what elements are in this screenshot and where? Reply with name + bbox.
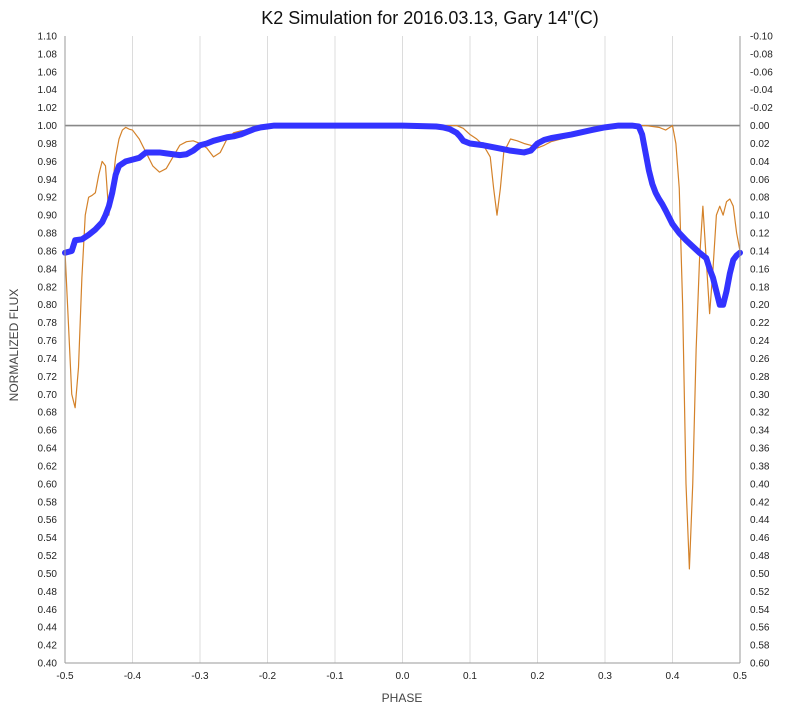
y2-tick-label: 0.50 (750, 569, 770, 580)
y2-tick-label: 0.46 (750, 533, 770, 544)
y2-tick-label: 0.00 (750, 121, 770, 132)
y2-tick-label: 0.54 (750, 605, 770, 616)
y-tick-label: 0.46 (38, 605, 58, 616)
y-tick-label: 0.72 (38, 372, 58, 383)
y2-tick-label: -0.10 (750, 32, 773, 43)
y-tick-label: 0.82 (38, 282, 58, 293)
y-tick-label: 1.00 (38, 121, 58, 132)
y-tick-label: 1.10 (38, 32, 58, 43)
y2-tick-label: 0.12 (750, 229, 770, 240)
y2-tick-label: 0.32 (750, 408, 770, 419)
y2-tick-label: -0.06 (750, 67, 773, 78)
y2-tick-label: 0.24 (750, 336, 770, 347)
y2-tick-label: 0.30 (750, 390, 770, 401)
series-layer (62, 122, 743, 570)
y-tick-label: 0.94 (38, 175, 58, 186)
y-tick-label: 0.92 (38, 193, 58, 204)
y-tick-label: 0.78 (38, 318, 58, 329)
chart-title: K2 Simulation for 2016.03.13, Gary 14"(C… (261, 8, 599, 28)
y-tick-label: 0.86 (38, 246, 58, 257)
y-tick-label: 0.64 (38, 444, 58, 455)
y2-tick-label: -0.04 (750, 85, 773, 96)
y2-tick-label: 0.18 (750, 282, 770, 293)
y2-tick-label: 0.20 (750, 300, 770, 311)
y2-tick-label: -0.02 (750, 103, 773, 114)
y2-tick-label: 0.44 (750, 515, 770, 526)
y-tick-label: 0.62 (38, 461, 58, 472)
y-tick-label: 1.04 (38, 85, 58, 96)
y-tick-label: 0.98 (38, 139, 58, 150)
x-tick-label: 0.1 (463, 671, 477, 682)
y-tick-label: 1.08 (38, 49, 58, 60)
y-tick-label: 0.48 (38, 587, 58, 598)
y-tick-label: 1.02 (38, 103, 58, 114)
y-tick-label: 0.58 (38, 497, 58, 508)
y-tick-label: 0.88 (38, 229, 58, 240)
y-tick-label: 0.54 (38, 533, 58, 544)
y-tick-label: 0.56 (38, 515, 58, 526)
tick-label-layer: -0.5 -0.4 -0.3 -0.2 -0.1 0.0 0.1 0.2 0.3 0.4 0.50.… (38, 32, 774, 683)
y-tick-label: 0.68 (38, 408, 58, 419)
x-tick-label: -0.5 (56, 671, 74, 682)
y2-tick-label: 0.08 (750, 193, 770, 204)
y-tick-label: 0.50 (38, 569, 58, 580)
y2-tick-label: 0.02 (750, 139, 770, 150)
y-axis-title: NORMALIZED FLUX (7, 289, 21, 402)
y2-tick-label: 0.48 (750, 551, 770, 562)
y-tick-label: 0.74 (38, 354, 58, 365)
x-tick-label: 0.4 (666, 671, 680, 682)
y-tick-label: 0.60 (38, 479, 58, 490)
y2-tick-label: -0.08 (750, 49, 773, 60)
y2-tick-label: 0.58 (750, 641, 770, 652)
y2-tick-label: 0.06 (750, 175, 770, 186)
x-tick-label: 0.5 (733, 671, 747, 682)
y2-tick-label: 0.56 (750, 623, 770, 634)
y-tick-label: 0.52 (38, 551, 58, 562)
y2-tick-label: 0.14 (750, 246, 770, 257)
y2-tick-label: 0.28 (750, 372, 770, 383)
y-tick-label: 0.70 (38, 390, 58, 401)
y-tick-label: 0.96 (38, 157, 58, 168)
y2-tick-label: 0.34 (750, 426, 770, 437)
y2-tick-label: 0.04 (750, 157, 770, 168)
y2-tick-label: 0.38 (750, 461, 770, 472)
x-tick-label: -0.1 (326, 671, 344, 682)
x-axis-title: PHASE (382, 691, 423, 705)
y-tick-label: 0.44 (38, 623, 58, 634)
y-tick-label: 0.76 (38, 336, 58, 347)
y2-tick-label: 0.16 (750, 264, 770, 275)
x-tick-label: -0.4 (124, 671, 142, 682)
x-tick-label: 0.3 (598, 671, 612, 682)
y-tick-label: 0.80 (38, 300, 58, 311)
y2-tick-label: 0.40 (750, 479, 770, 490)
y2-tick-label: 0.52 (750, 587, 770, 598)
y2-tick-label: 0.42 (750, 497, 770, 508)
y-tick-label: 1.06 (38, 67, 58, 78)
y-tick-label: 0.84 (38, 264, 58, 275)
y-tick-label: 0.40 (38, 659, 58, 670)
x-tick-label: 0.0 (396, 671, 410, 682)
y-tick-label: 0.42 (38, 641, 58, 652)
y-tick-label: 0.90 (38, 211, 58, 222)
model-line (62, 122, 743, 308)
y2-tick-label: 0.26 (750, 354, 770, 365)
y-tick-label: 0.66 (38, 426, 58, 437)
axis-layer (64, 36, 741, 664)
y2-tick-label: 0.22 (750, 318, 770, 329)
x-tick-label: 0.2 (531, 671, 545, 682)
y2-tick-label: 0.60 (750, 659, 770, 670)
x-tick-label: -0.2 (259, 671, 277, 682)
y2-tick-label: 0.36 (750, 444, 770, 455)
x-tick-label: -0.3 (191, 671, 209, 682)
y2-tick-label: 0.10 (750, 211, 770, 222)
simulation-line (64, 124, 741, 570)
